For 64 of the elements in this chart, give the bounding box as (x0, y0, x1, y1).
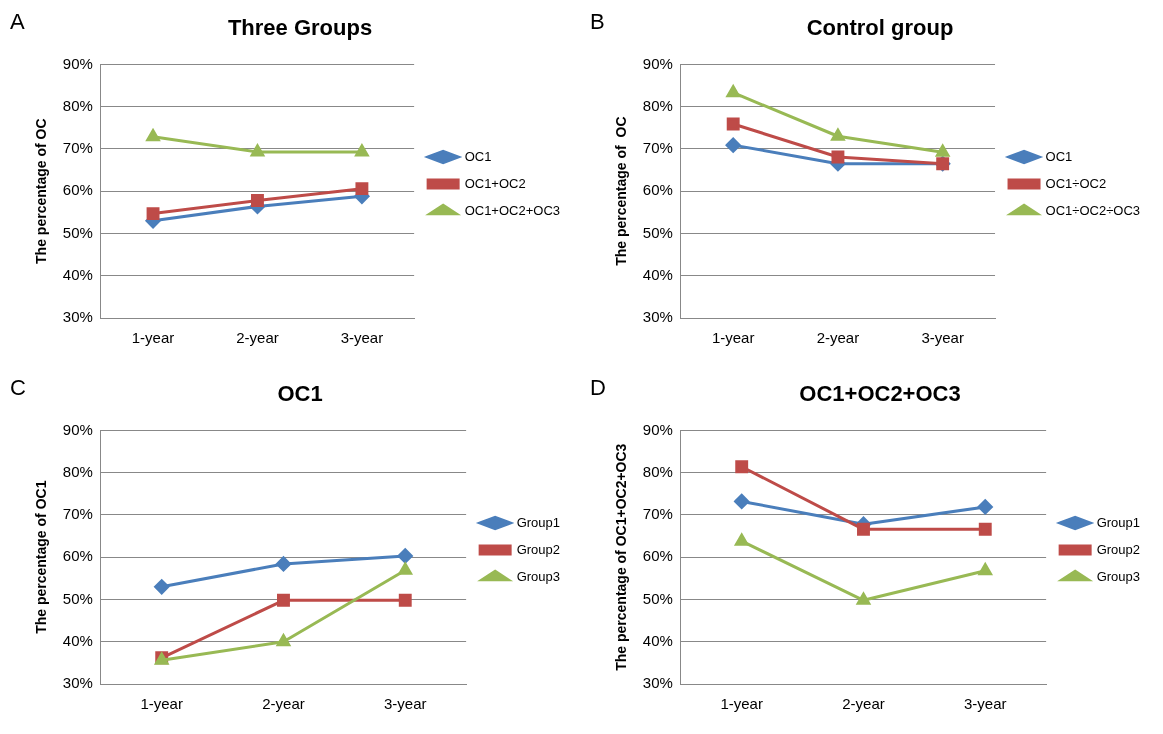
legend-label: Group1 (1096, 514, 1141, 530)
x-tick-label: 2-year (816, 329, 860, 347)
legend-label: OC1÷OC2 (1045, 175, 1107, 191)
legend-label: Group3 (516, 568, 561, 584)
y-tick-label: 40% (62, 265, 93, 283)
y-tick-label: 70% (62, 139, 93, 157)
y-tick-label: 60% (642, 181, 673, 199)
y-tick-label: 60% (62, 181, 93, 199)
y-tick-label: 90% (62, 54, 93, 72)
x-tick-label: 2-year (842, 695, 885, 713)
y-tick-label: 80% (642, 462, 673, 480)
text: D (590, 375, 606, 401)
y-tick-label: 80% (642, 96, 673, 114)
y-tick-label: 40% (62, 631, 93, 649)
text: A (10, 9, 25, 35)
legend-label: Group1 (516, 514, 561, 530)
y-tick-label: 90% (642, 420, 673, 438)
text: B (590, 9, 605, 35)
legend-label: Group2 (516, 541, 561, 557)
y-tick-label: 30% (642, 674, 673, 692)
y-axis-title: The percentage of OC (33, 118, 50, 264)
y-tick-label: 80% (62, 462, 93, 480)
y-tick-label: 50% (62, 589, 93, 607)
x-tick-label: 2-year (236, 329, 279, 347)
y-tick-label: 30% (62, 674, 93, 692)
legend-label: OC1÷OC2÷OC3 (1045, 202, 1141, 218)
x-tick-label: 2-year (262, 695, 305, 713)
x-tick-label: 3-year (921, 329, 964, 347)
y-tick-label: 90% (62, 420, 93, 438)
y-tick-label: 70% (62, 505, 93, 523)
y-tick-label: 60% (62, 547, 93, 565)
text: C (10, 375, 26, 401)
x-tick-label: 3-year (340, 329, 384, 347)
chart-title: OC1+OC2+OC3 (799, 381, 961, 407)
y-tick-label: 90% (642, 54, 673, 72)
legend-label: Group3 (1096, 568, 1141, 584)
y-tick-label: 30% (642, 308, 673, 326)
x-tick-label: 3-year (963, 695, 1007, 713)
x-tick-label: 1-year (711, 329, 755, 347)
legend-label: OC1+OC2+OC3 (464, 202, 560, 218)
y-tick-label: 70% (642, 505, 673, 523)
x-tick-label: 1-year (720, 695, 763, 713)
chart-title: Control group (806, 15, 954, 41)
x-tick-label: 1-year (140, 695, 183, 713)
y-tick-label: 50% (642, 223, 673, 241)
y-tick-label: 70% (642, 139, 673, 157)
y-tick-label: 40% (642, 631, 673, 649)
y-tick-label: 30% (62, 308, 93, 326)
y-axis-title: The percentage of OC1 (33, 480, 50, 634)
legend-label: OC1 (464, 148, 492, 164)
legend-label: OC1 (1045, 148, 1073, 164)
chart-title: OC1 (277, 381, 323, 407)
y-tick-label: 60% (642, 547, 673, 565)
x-tick-label: 3-year (383, 695, 427, 713)
y-tick-label: 40% (642, 265, 673, 283)
x-tick-label: 1-year (131, 329, 175, 347)
y-tick-label: 50% (62, 223, 93, 241)
y-axis-title: The percentage of OC1+OC2+OC3 (613, 443, 630, 671)
legend-label: OC1+OC2 (464, 175, 526, 191)
y-axis-title: The percentage of OC (613, 116, 630, 266)
y-tick-label: 80% (62, 96, 93, 114)
legend-label: Group2 (1096, 541, 1141, 557)
y-tick-label: 50% (642, 589, 673, 607)
chart-title: Three Groups (227, 15, 373, 41)
